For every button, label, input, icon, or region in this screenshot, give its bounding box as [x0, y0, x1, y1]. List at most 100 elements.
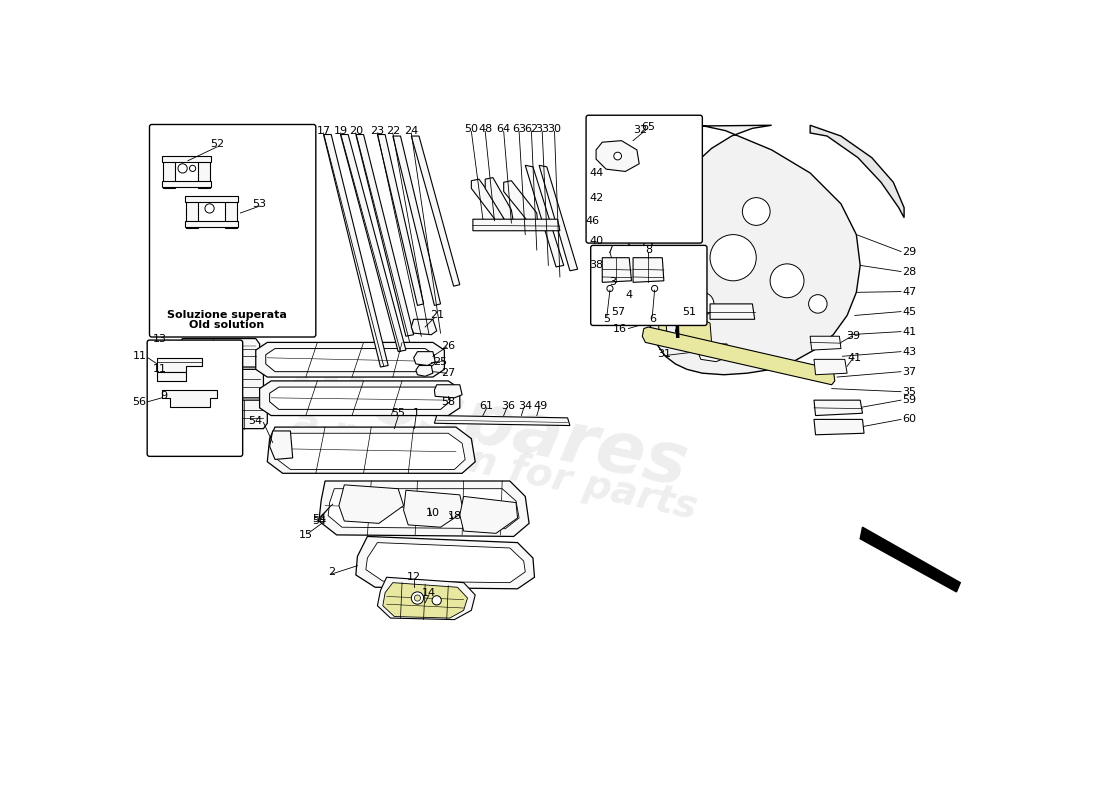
Text: 19: 19	[333, 126, 348, 136]
Text: 58: 58	[441, 398, 455, 407]
Text: 5: 5	[604, 314, 611, 324]
Text: 27: 27	[441, 368, 455, 378]
Text: 7: 7	[606, 245, 614, 255]
Text: 65: 65	[641, 122, 656, 132]
Text: 51: 51	[682, 306, 696, 317]
Text: Soluzione superata: Soluzione superata	[166, 310, 286, 321]
Polygon shape	[162, 390, 218, 407]
Polygon shape	[186, 198, 198, 229]
Text: 18: 18	[448, 510, 462, 521]
Polygon shape	[603, 258, 631, 282]
Text: 29: 29	[902, 246, 916, 257]
Text: 41: 41	[902, 326, 916, 337]
Polygon shape	[178, 370, 264, 398]
Polygon shape	[472, 179, 504, 221]
Polygon shape	[628, 227, 646, 249]
Text: 46: 46	[585, 216, 600, 226]
Polygon shape	[163, 158, 175, 188]
Text: 16: 16	[613, 323, 627, 334]
Text: 34: 34	[518, 401, 532, 410]
Polygon shape	[526, 166, 563, 267]
Text: 2: 2	[328, 567, 334, 577]
Polygon shape	[341, 134, 406, 352]
Text: 13: 13	[153, 334, 167, 343]
Text: 31: 31	[657, 349, 671, 359]
Polygon shape	[339, 485, 404, 523]
Text: 41: 41	[848, 353, 862, 363]
Polygon shape	[697, 344, 729, 362]
Text: 54: 54	[311, 516, 326, 526]
Text: 45: 45	[902, 306, 916, 317]
Circle shape	[742, 198, 770, 226]
Text: 55: 55	[392, 408, 405, 418]
Polygon shape	[814, 359, 847, 374]
Text: 48: 48	[478, 124, 493, 134]
Polygon shape	[366, 542, 526, 582]
Polygon shape	[539, 166, 578, 270]
Text: 60: 60	[902, 414, 916, 424]
Circle shape	[411, 592, 424, 604]
Polygon shape	[255, 342, 444, 377]
Text: 53: 53	[253, 199, 266, 209]
Polygon shape	[356, 537, 535, 589]
Circle shape	[651, 286, 658, 291]
Polygon shape	[810, 126, 904, 218]
Polygon shape	[270, 431, 293, 459]
Polygon shape	[634, 258, 664, 282]
Polygon shape	[630, 251, 647, 271]
Text: 62: 62	[525, 124, 539, 134]
Text: 44: 44	[590, 168, 604, 178]
Text: 26: 26	[441, 342, 455, 351]
Polygon shape	[637, 274, 656, 285]
Text: 28: 28	[902, 266, 916, 277]
Text: 1: 1	[412, 408, 419, 418]
Text: 22: 22	[386, 126, 400, 136]
Polygon shape	[178, 400, 267, 429]
Text: 52: 52	[210, 138, 224, 149]
Polygon shape	[814, 419, 865, 435]
Text: 20: 20	[349, 126, 363, 136]
Text: 42: 42	[590, 193, 604, 202]
Text: 61: 61	[480, 401, 494, 410]
Circle shape	[432, 596, 441, 605]
Text: 43: 43	[902, 346, 916, 357]
Text: 9: 9	[161, 391, 167, 402]
Polygon shape	[260, 381, 460, 415]
Text: a passion for parts: a passion for parts	[288, 404, 701, 527]
Polygon shape	[416, 366, 433, 376]
Circle shape	[711, 234, 757, 281]
Polygon shape	[642, 327, 835, 385]
Text: 49: 49	[534, 401, 548, 410]
Polygon shape	[414, 352, 436, 366]
Text: 38: 38	[590, 261, 604, 270]
Circle shape	[415, 595, 420, 601]
Polygon shape	[323, 134, 388, 367]
Polygon shape	[711, 304, 755, 319]
Polygon shape	[658, 311, 667, 334]
Text: 21: 21	[430, 310, 443, 321]
Text: 11: 11	[132, 351, 146, 362]
Polygon shape	[814, 400, 862, 415]
Polygon shape	[277, 434, 465, 470]
Polygon shape	[328, 489, 519, 529]
Text: 23: 23	[371, 126, 385, 136]
FancyBboxPatch shape	[591, 246, 707, 326]
Polygon shape	[411, 136, 460, 286]
Polygon shape	[473, 219, 560, 230]
Text: 36: 36	[502, 401, 515, 410]
Circle shape	[607, 286, 613, 291]
Circle shape	[614, 152, 622, 160]
Text: 37: 37	[902, 366, 916, 377]
Polygon shape	[185, 196, 238, 202]
Polygon shape	[383, 582, 468, 618]
Circle shape	[770, 264, 804, 298]
Polygon shape	[647, 285, 656, 296]
Polygon shape	[434, 385, 462, 398]
Polygon shape	[810, 336, 842, 350]
Text: 64: 64	[496, 124, 510, 134]
Text: 54: 54	[248, 416, 262, 426]
Text: 6: 6	[649, 314, 656, 324]
Text: 3: 3	[609, 278, 616, 287]
FancyBboxPatch shape	[150, 125, 316, 337]
Text: 30: 30	[548, 124, 561, 134]
